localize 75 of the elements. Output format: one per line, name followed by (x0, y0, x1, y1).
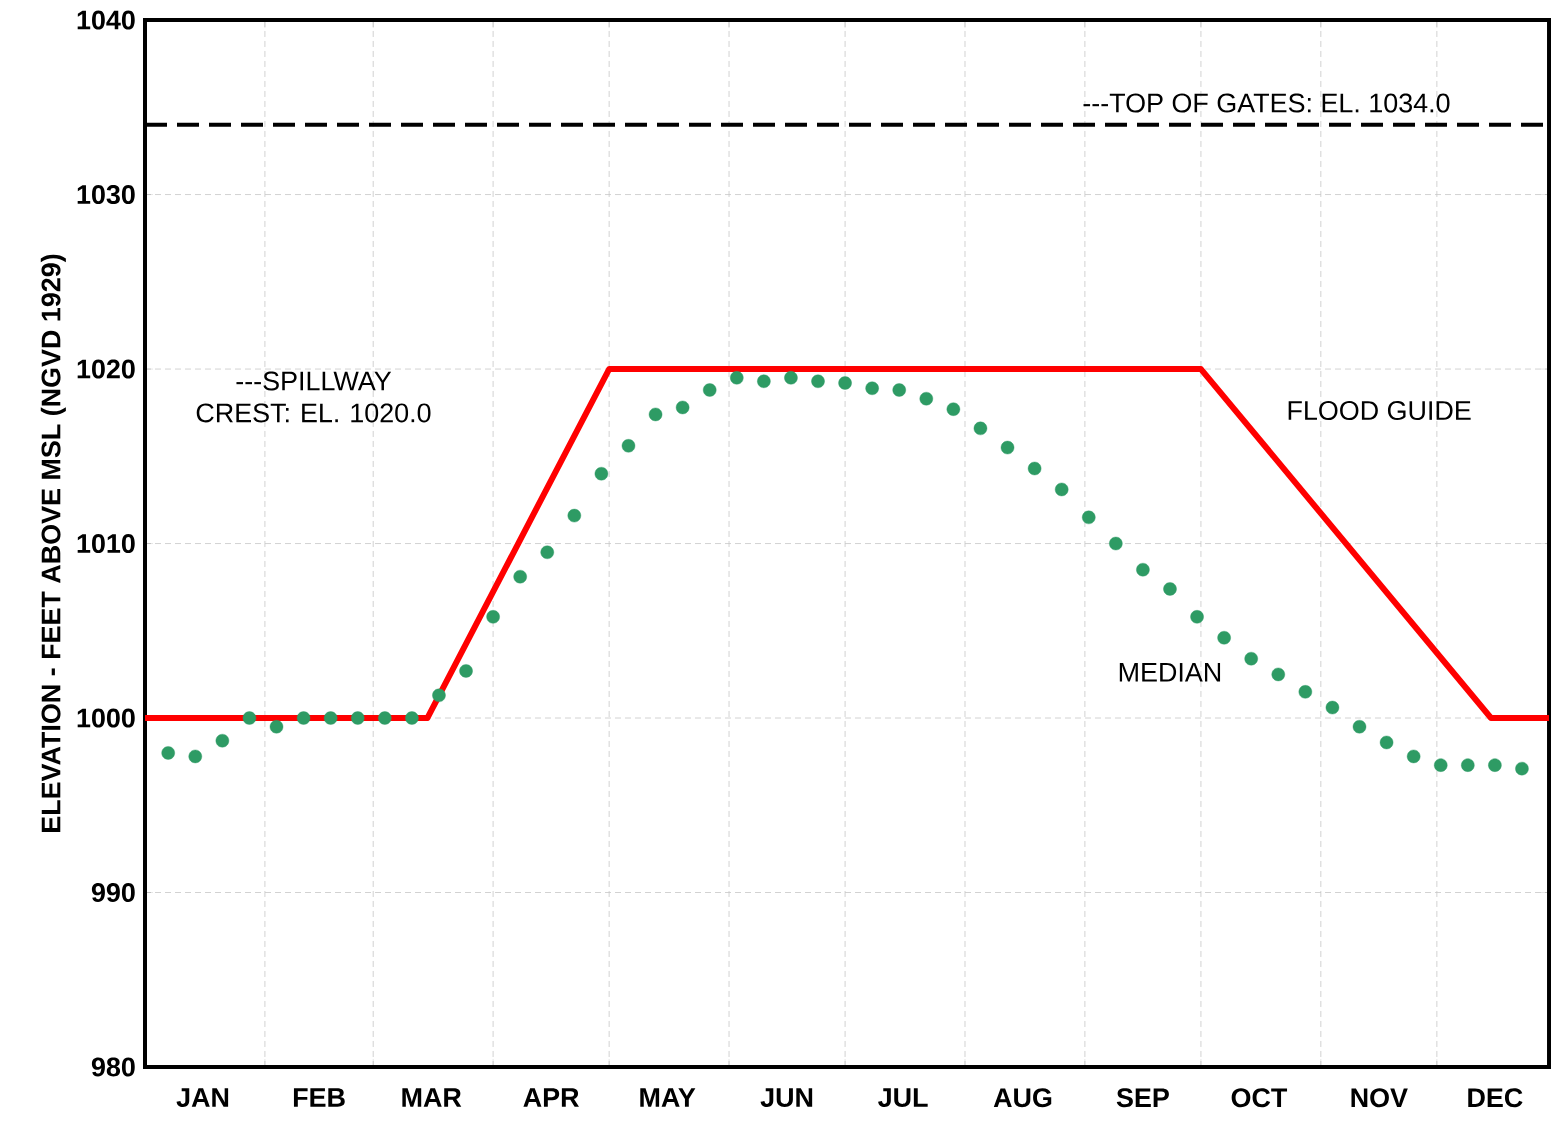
point (919, 392, 933, 406)
point (432, 688, 446, 703)
point (1379, 735, 1394, 750)
point (540, 545, 554, 559)
point (269, 720, 284, 734)
point (1054, 482, 1069, 497)
y-tick-label: 1010 (77, 534, 135, 554)
ref-line-label: ---TOP OF GATES: EL. 1034.0 (1083, 93, 1450, 113)
y-axis-title: ELEVATION - FEET ABOVE MSL (NGVD 1929) (40, 254, 66, 832)
x-tick-label: NOV (1351, 1088, 1408, 1108)
point (1027, 461, 1042, 476)
point (1217, 631, 1231, 645)
point (784, 371, 798, 385)
point (1190, 610, 1204, 624)
x-tick-label: JAN (176, 1088, 229, 1107)
x-tick-label: OCT (1231, 1088, 1288, 1108)
point (621, 439, 636, 453)
y-tick-label: 1040 (77, 10, 135, 30)
point (757, 374, 771, 388)
point (1488, 758, 1502, 772)
point (1352, 720, 1367, 734)
point (513, 569, 527, 584)
point (323, 711, 338, 725)
annotation: ---SPILLWAY CREST: EL. 1020.0 (196, 371, 431, 423)
point (351, 711, 365, 725)
x-tick-label: MAR (402, 1088, 462, 1107)
x-tick-label: FEB (293, 1088, 345, 1107)
point (865, 381, 879, 395)
point (946, 402, 961, 416)
point (811, 374, 825, 388)
point (703, 383, 717, 397)
point (486, 610, 500, 624)
y-tick-label: 1020 (77, 359, 135, 379)
point (675, 400, 690, 415)
point (1271, 667, 1285, 682)
point (405, 711, 419, 725)
point (567, 508, 582, 523)
point (242, 711, 257, 725)
point (973, 421, 988, 436)
y-tick-label: 1000 (77, 708, 135, 728)
point (1325, 700, 1340, 715)
point (378, 711, 392, 725)
point (1406, 749, 1421, 764)
point (296, 711, 311, 725)
y-tick-label: 980 (91, 1057, 135, 1077)
point (1461, 758, 1475, 772)
point (161, 746, 175, 760)
point (594, 467, 609, 481)
x-tick-label: APR (523, 1088, 579, 1107)
point (838, 376, 852, 390)
point (1434, 758, 1448, 772)
point (1298, 685, 1313, 699)
y-tick-label: 990 (91, 882, 135, 903)
point (1082, 510, 1096, 525)
point (648, 407, 663, 422)
x-tick-label: DEC (1468, 1088, 1523, 1108)
point (1136, 563, 1150, 577)
point (892, 383, 906, 397)
point (1109, 536, 1123, 551)
series-label: MEDIAN (1119, 663, 1221, 682)
x-tick-label: SEP (1116, 1088, 1169, 1108)
y-tick-label: 1030 (77, 185, 135, 205)
series-label: FLOOD GUIDE (1288, 401, 1471, 421)
x-tick-label: AUG (993, 1088, 1052, 1108)
point (730, 371, 744, 385)
point (215, 734, 230, 748)
x-tick-label: MAY (640, 1088, 696, 1107)
point (1000, 440, 1015, 455)
point (459, 664, 473, 678)
point (188, 749, 202, 764)
x-tick-label: JUN (760, 1088, 813, 1107)
point (1163, 582, 1177, 596)
point (1515, 761, 1529, 776)
x-tick-label: JUL (878, 1088, 928, 1107)
point (1244, 652, 1258, 666)
